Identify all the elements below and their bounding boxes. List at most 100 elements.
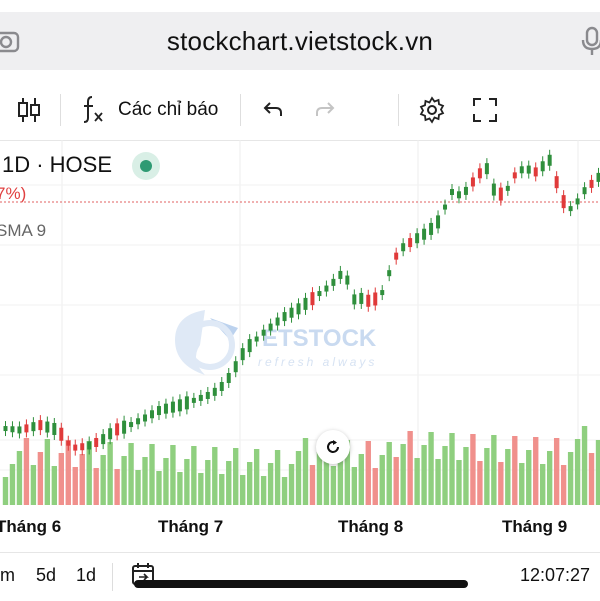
camera-icon[interactable] [0, 28, 20, 59]
volume-bar [58, 453, 64, 505]
volume-bar [393, 457, 399, 505]
volume-bar [79, 454, 85, 505]
volume-bar [205, 460, 211, 505]
candle-body [38, 420, 43, 431]
volume-bar [260, 476, 267, 505]
redo-icon[interactable] [314, 80, 336, 140]
volume-bar [184, 459, 190, 505]
reset-chart-button[interactable] [316, 430, 350, 464]
volume-bar [86, 441, 92, 505]
candle-body [275, 317, 280, 326]
volume-bar [253, 449, 260, 505]
volume-bar [121, 456, 127, 505]
candle-body [422, 228, 427, 240]
volume-bar [567, 452, 574, 505]
volume-bar [163, 458, 169, 505]
candle-body [10, 426, 15, 433]
candle-body [247, 339, 252, 353]
candle-body [477, 168, 482, 179]
volume-bar [470, 434, 476, 505]
volume-bar [574, 439, 581, 505]
candle-body [359, 292, 364, 304]
xaxis-label: Tháng 8 [338, 517, 404, 536]
fullscreen-icon[interactable] [472, 80, 498, 140]
volume-bar [379, 455, 385, 505]
candle-body [212, 387, 217, 396]
volume-bars [2, 426, 600, 505]
volume-bar [519, 463, 525, 505]
volume-bar [484, 448, 490, 505]
volume-bar [288, 464, 295, 505]
volume-bar [546, 451, 553, 505]
candle-body [540, 161, 545, 172]
candle-body [505, 185, 510, 191]
indicators-button[interactable]: Các chỉ báo [80, 80, 218, 140]
range-option[interactable]: 5d [36, 565, 57, 585]
volume-bar [309, 465, 316, 505]
volume-bar [365, 441, 371, 505]
candle-body [429, 222, 434, 235]
candle-body [73, 444, 78, 451]
url-pill[interactable] [0, 12, 600, 70]
volume-bar [505, 449, 511, 505]
volume-bar [212, 447, 218, 505]
volume-bar [595, 440, 600, 505]
volume-bar [456, 460, 462, 505]
toolbar-divider [60, 94, 61, 126]
candlestick-type-icon[interactable] [16, 80, 42, 140]
calendar-goto-icon[interactable] [130, 561, 156, 592]
volume-bar [428, 432, 434, 505]
volume-bar [72, 467, 78, 505]
volume-bar [233, 448, 239, 505]
volume-bar [323, 439, 330, 505]
volume-bar [421, 445, 427, 505]
volume-bar [526, 450, 532, 505]
candle-body [261, 329, 266, 336]
volume-bar [386, 442, 392, 505]
range-option[interactable]: m [0, 565, 15, 585]
volume-bar [533, 437, 539, 505]
volume-bar [44, 439, 51, 505]
volume-bar [463, 447, 469, 505]
candle-body [484, 163, 489, 175]
volume-bar [540, 464, 546, 505]
candle-body [226, 373, 231, 384]
price-chart[interactable]: ETSTOCK refresh always [0, 140, 600, 550]
volume-bar [246, 462, 253, 505]
undo-icon[interactable] [262, 80, 284, 140]
volume-bar [400, 444, 406, 505]
clock-time: 12:07:27 [520, 565, 591, 585]
candle-body [366, 294, 371, 307]
volume-bar [316, 452, 323, 505]
xaxis-label: Tháng 9 [502, 517, 568, 536]
candle-body [317, 291, 322, 297]
symbol-interval-label: 1D · HOSE [2, 152, 113, 177]
candle-body [596, 172, 600, 182]
candle-body [568, 206, 573, 212]
url-text[interactable]: stockchart.vietstock.vn [166, 26, 434, 56]
candle-body [129, 422, 134, 428]
sma-legend: SMA 9 [0, 221, 47, 240]
microphone-icon[interactable] [580, 26, 600, 61]
volume-bar [281, 477, 288, 505]
toolbar-divider [240, 94, 241, 126]
volume-bar [93, 468, 99, 505]
candle-body [31, 422, 36, 432]
watermark-brand: ETSTOCK [262, 325, 377, 352]
volume-bar [498, 462, 504, 505]
settings-gear-icon[interactable] [418, 80, 446, 140]
home-indicator [134, 580, 468, 588]
candle-body [582, 187, 587, 195]
volume-bar [30, 465, 37, 505]
indicators-label: Các chỉ báo [118, 99, 219, 120]
volume-bar [407, 431, 413, 505]
volume-bar [219, 474, 225, 505]
range-option[interactable]: 1d [76, 565, 97, 585]
candle-body [240, 348, 245, 361]
candle-body [205, 391, 210, 399]
change-percent: 7%) [0, 184, 27, 203]
volume-bar [226, 461, 232, 505]
candle-body [108, 428, 113, 440]
volume-bar [512, 436, 518, 505]
candle-body [87, 441, 92, 450]
